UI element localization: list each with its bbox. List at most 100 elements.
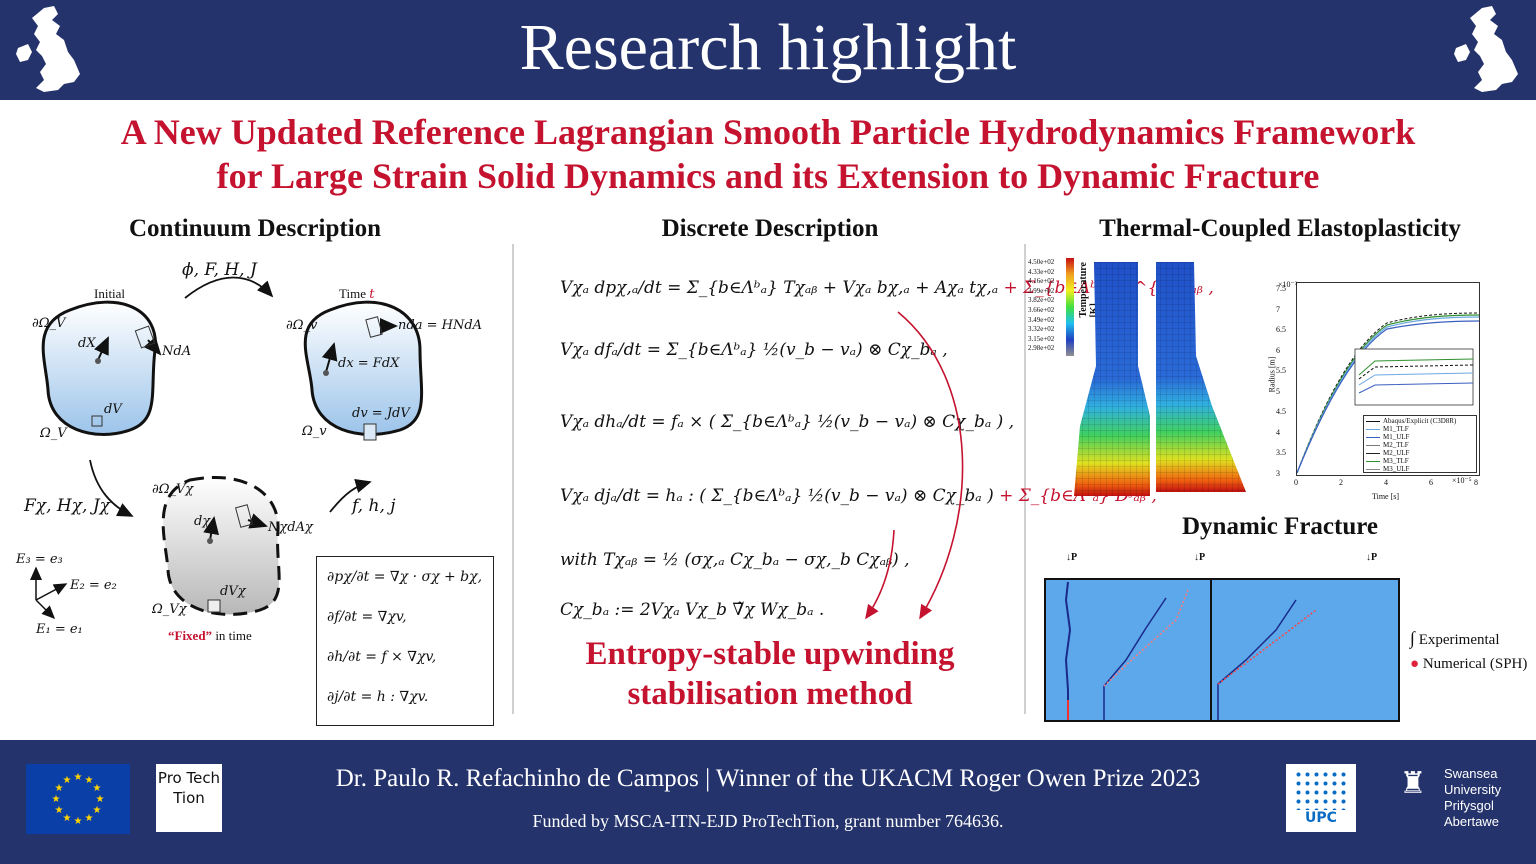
time-label: Time t bbox=[339, 286, 375, 302]
y-tick: 5 bbox=[1276, 386, 1280, 396]
paper-title: A New Updated Reference Lagrangian Smoot… bbox=[0, 110, 1536, 198]
upwinding-arrows bbox=[865, 311, 964, 620]
plot-legend-entry: M1_TLF bbox=[1366, 425, 1474, 433]
svg-text:★: ★ bbox=[55, 783, 64, 794]
initial-label: Initial bbox=[94, 286, 126, 301]
current-body bbox=[303, 300, 424, 436]
svg-text:★: ★ bbox=[85, 813, 94, 824]
legend-numerical: ● Numerical (SPH) bbox=[1410, 656, 1528, 672]
discrete-heading: Discrete Description bbox=[661, 215, 879, 242]
discrete-eq-h: V𝜒ₐ dhₐ/dt = fₐ × ( Σ_{b∈Λᵇₐ} ½(v_b − vₐ… bbox=[560, 412, 1015, 432]
map-arrow bbox=[329, 479, 372, 513]
svg-text:★: ★ bbox=[93, 783, 102, 794]
svg-text:★: ★ bbox=[96, 794, 105, 805]
load-label: P bbox=[1199, 552, 1206, 563]
y-tick: 4 bbox=[1276, 427, 1280, 437]
domain-label: Ω_V bbox=[40, 426, 67, 441]
colorbar-tick: 4.16e+02 bbox=[1028, 277, 1055, 286]
axis-label: E₂ = e₂ bbox=[70, 578, 117, 593]
map-label-left: F𝜒, H𝜒, J𝜒 bbox=[24, 496, 110, 516]
svg-text:★: ★ bbox=[74, 772, 83, 783]
footer-sub: Funded by MSCA-ITN-EJD ProTechTion, gran… bbox=[532, 811, 1004, 831]
svg-text:★: ★ bbox=[52, 794, 61, 805]
legend-experimental: ∫ Experimental bbox=[1410, 628, 1500, 648]
colorbar-tick: 3.66e+02 bbox=[1028, 306, 1055, 314]
axis-label: E₃ = e₃ bbox=[16, 552, 63, 567]
y-tick: 7 bbox=[1276, 304, 1280, 314]
map-label-top: ϕ, F, H, J bbox=[182, 260, 257, 280]
svg-text:★: ★ bbox=[74, 816, 83, 827]
vector-label: NdA bbox=[162, 344, 192, 359]
radius-plot: Abaqus/Explicit (C3D8R) M1_TLF M1_ULF M2_TL… bbox=[1267, 280, 1488, 501]
discrete-eq-f: V𝜒ₐ dfₐ/dt = Σ_{b∈Λᵇₐ} ½(v_b − vₐ) ⊗ C𝜒_… bbox=[560, 340, 948, 360]
crack-paths bbox=[1064, 581, 1317, 720]
axis-label: E₁ = e₁ bbox=[36, 622, 83, 637]
svg-text:★: ★ bbox=[55, 805, 64, 816]
x-tick: 0 bbox=[1294, 478, 1298, 487]
map-arrow bbox=[89, 459, 134, 517]
colorbar-tick: 2.98e+02 bbox=[1028, 344, 1055, 353]
protechtion-logo: Pro Tech Tion bbox=[156, 764, 222, 832]
y-tick: 3.5 bbox=[1276, 448, 1286, 457]
thermal-heading: Thermal-Coupled Elastoplasticity bbox=[1099, 215, 1461, 242]
plot-legend-entry: M1_ULF bbox=[1366, 433, 1474, 441]
plot-curves bbox=[1297, 312, 1479, 474]
column-divider bbox=[512, 244, 514, 714]
vector-label: dX bbox=[78, 336, 96, 351]
svg-text:★: ★ bbox=[63, 775, 72, 786]
upc-logo: UPC bbox=[1286, 764, 1356, 832]
initial-body bbox=[41, 300, 157, 436]
plot-legend-entry: Abaqus/Explicit (C3D8R) bbox=[1366, 417, 1474, 425]
plot-area: Abaqus/Explicit (C3D8R) M1_TLF M1_ULF M2_TL… bbox=[1296, 282, 1480, 476]
footer-banner: ★ ★ ★ ★ ★ ★ ★ ★ ★ ★ ★ ★ Pro Tech Tion Dr. Paulo R… bbox=[0, 740, 1536, 864]
colorbar-tick: 4.50e+02 bbox=[1028, 258, 1055, 266]
vector-label: nda = HNdA bbox=[398, 318, 483, 333]
swansea-crest-icon: ♜ bbox=[1399, 767, 1427, 800]
plot-exponent-x: ×10⁻⁵ bbox=[1452, 476, 1472, 485]
colorbar-tick: 3.49e+02 bbox=[1028, 315, 1055, 324]
svg-text:★: ★ bbox=[93, 805, 102, 816]
svg-text:★: ★ bbox=[85, 775, 94, 786]
colorbar-tick: 3.99e+02 bbox=[1028, 286, 1055, 295]
discrete-eq-gradient: C𝜒_bₐ := 2V𝜒ₐ V𝜒_b ∇̃𝜒 W𝜒_bₐ . bbox=[560, 600, 825, 620]
equation: ∂j/∂t = h : ∇𝜒v. bbox=[327, 689, 429, 705]
plot-exponent-y: ×10⁻³ bbox=[1278, 280, 1298, 289]
discrete-eq-traction: with T𝜒ₐᵦ = ½ (σ𝜒,ₐ C𝜒_bₐ − σ𝜒,_b C𝜒ₐᵦ) … bbox=[560, 550, 910, 570]
entropy-line2: stabilisation method bbox=[627, 676, 913, 712]
domain-label: Ω_v bbox=[302, 424, 327, 439]
map-arrow bbox=[184, 276, 274, 299]
vector-label: dV bbox=[104, 402, 122, 417]
plot-legend-entry: M3_TLF bbox=[1366, 457, 1474, 465]
domain-label: Ω_V𝜒 bbox=[152, 602, 187, 617]
footer-main: Dr. Paulo R. Refachinho de Campos | Winn… bbox=[335, 765, 1201, 792]
fracture-panel bbox=[1044, 578, 1400, 722]
conservation-equations-box: ∂p𝜒/∂t = ∇𝜒 · σ𝜒 + b𝜒, ∂f/∂t = ∇𝜒v, ∂h/∂… bbox=[316, 556, 494, 726]
fixed-body bbox=[161, 475, 281, 616]
vector-label: dv = JdV bbox=[352, 406, 410, 421]
colorbar-tick: 3.82e+02 bbox=[1028, 296, 1055, 305]
y-tick: 5.5 bbox=[1276, 366, 1286, 375]
entropy-stable-caption: Entropy-stable upwinding stabilisation m… bbox=[520, 634, 1020, 714]
plot-legend-entry: M2_ULF bbox=[1366, 449, 1474, 457]
plot-xlabel: Time [s] bbox=[1372, 492, 1400, 501]
x-tick: 2 bbox=[1339, 478, 1343, 487]
eu-flag-icon: ★ ★★★ ★★★★ ★★★★ bbox=[26, 764, 130, 834]
boundary-label: ∂Ω_v bbox=[286, 318, 318, 333]
header-banner: Research highlight bbox=[0, 0, 1536, 100]
y-tick: 6.5 bbox=[1276, 325, 1286, 334]
load-label: P bbox=[1071, 552, 1078, 563]
plot-legend-entry: M3_ULF bbox=[1366, 465, 1474, 473]
paper-title-line2: for Large Strain Solid Dynamics and its … bbox=[216, 156, 1320, 196]
plot-ylabel: Radius [m] bbox=[1267, 356, 1277, 393]
y-tick: 3 bbox=[1276, 468, 1280, 478]
load-markers: ↓P ↓P ↓P bbox=[1066, 552, 1378, 563]
y-tick: 4.5 bbox=[1276, 407, 1286, 416]
vector-label: N𝜒dA𝜒 bbox=[268, 520, 313, 535]
boundary-label: ∂Ω_V𝜒 bbox=[152, 482, 194, 497]
equation: ∂p𝜒/∂t = ∇𝜒 · σ𝜒 + b𝜒, bbox=[327, 569, 483, 585]
equation: ∂h/∂t = f × ∇𝜒v, bbox=[327, 649, 437, 665]
plot-legend: Abaqus/Explicit (C3D8R) M1_TLF M1_ULF M2_TL… bbox=[1363, 415, 1477, 473]
colorbar-tick: 3.15e+02 bbox=[1028, 334, 1055, 343]
plot-legend-entry: M2_TLF bbox=[1366, 441, 1474, 449]
fracture-heading: Dynamic Fracture bbox=[1181, 513, 1378, 540]
